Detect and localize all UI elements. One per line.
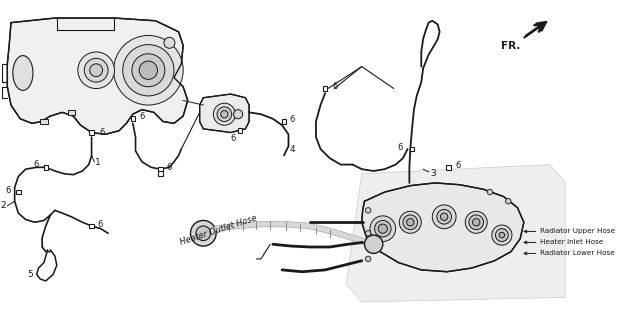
Bar (158, 172, 163, 176)
Circle shape (190, 220, 216, 246)
Text: 6: 6 (33, 160, 38, 169)
Text: 6: 6 (397, 143, 403, 152)
Circle shape (465, 211, 487, 233)
Circle shape (437, 210, 452, 224)
Circle shape (469, 215, 483, 230)
Text: FR.: FR. (501, 41, 520, 51)
Bar (89, 224, 94, 228)
Text: 6: 6 (139, 112, 145, 122)
Circle shape (90, 64, 103, 77)
Text: 4: 4 (289, 145, 295, 154)
Circle shape (473, 219, 480, 226)
Circle shape (370, 216, 396, 242)
Bar (158, 167, 163, 172)
Circle shape (164, 37, 175, 48)
Bar (446, 165, 451, 170)
Circle shape (403, 215, 418, 230)
Text: Radiator Upper Hose: Radiator Upper Hose (540, 228, 616, 235)
Bar (323, 86, 328, 91)
Circle shape (492, 225, 512, 245)
Circle shape (496, 229, 508, 242)
Circle shape (123, 44, 174, 96)
Text: 6: 6 (167, 163, 172, 172)
Text: Radiator Lower Hose: Radiator Lower Hose (540, 251, 615, 256)
Ellipse shape (13, 56, 33, 90)
Text: Heater Outlet Hose: Heater Outlet Hose (179, 214, 258, 247)
Circle shape (234, 110, 243, 119)
Bar (68, 110, 75, 115)
Text: 6: 6 (455, 161, 460, 170)
Circle shape (84, 58, 108, 82)
Bar (238, 128, 242, 133)
Polygon shape (200, 94, 249, 132)
Bar (282, 119, 286, 124)
Text: 2: 2 (0, 201, 6, 210)
Bar (40, 119, 48, 124)
Circle shape (114, 36, 183, 105)
Text: 6: 6 (97, 220, 103, 228)
Text: Heater Inlet Hose: Heater Inlet Hose (540, 239, 604, 245)
Circle shape (487, 189, 493, 195)
Polygon shape (7, 18, 188, 134)
Circle shape (378, 224, 387, 233)
Circle shape (407, 219, 414, 226)
Bar (16, 190, 20, 194)
Text: 6: 6 (99, 128, 104, 137)
Text: 3: 3 (431, 169, 436, 178)
Circle shape (365, 208, 371, 213)
Circle shape (432, 205, 456, 229)
Text: 5: 5 (27, 270, 33, 279)
Circle shape (365, 256, 371, 262)
Text: 6: 6 (6, 186, 11, 195)
Circle shape (78, 52, 114, 89)
Text: 1: 1 (95, 158, 101, 167)
Circle shape (499, 232, 505, 238)
Polygon shape (346, 164, 566, 302)
Circle shape (399, 211, 421, 233)
Text: 6: 6 (289, 115, 295, 124)
Bar (130, 116, 135, 121)
Bar (43, 165, 48, 170)
Bar (89, 130, 94, 135)
Circle shape (365, 235, 383, 253)
Bar (410, 147, 415, 151)
Circle shape (221, 110, 228, 118)
Text: 6: 6 (231, 133, 236, 142)
Circle shape (441, 213, 448, 220)
Circle shape (196, 226, 211, 241)
Text: 6: 6 (332, 82, 338, 91)
Circle shape (365, 230, 371, 236)
Polygon shape (362, 183, 524, 272)
Circle shape (506, 198, 511, 204)
Circle shape (132, 54, 165, 87)
Circle shape (375, 220, 391, 237)
Circle shape (217, 107, 232, 122)
Circle shape (213, 103, 235, 125)
Circle shape (139, 61, 158, 79)
